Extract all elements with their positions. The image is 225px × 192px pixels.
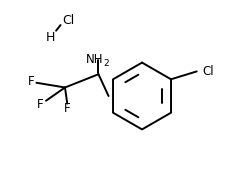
- Text: Cl: Cl: [201, 65, 213, 78]
- Text: F: F: [64, 102, 70, 115]
- Text: Cl: Cl: [62, 14, 74, 27]
- Text: 2: 2: [103, 59, 108, 68]
- Text: F: F: [28, 75, 35, 88]
- Text: F: F: [37, 98, 44, 111]
- Text: H: H: [46, 31, 55, 44]
- Text: NH: NH: [85, 53, 103, 66]
